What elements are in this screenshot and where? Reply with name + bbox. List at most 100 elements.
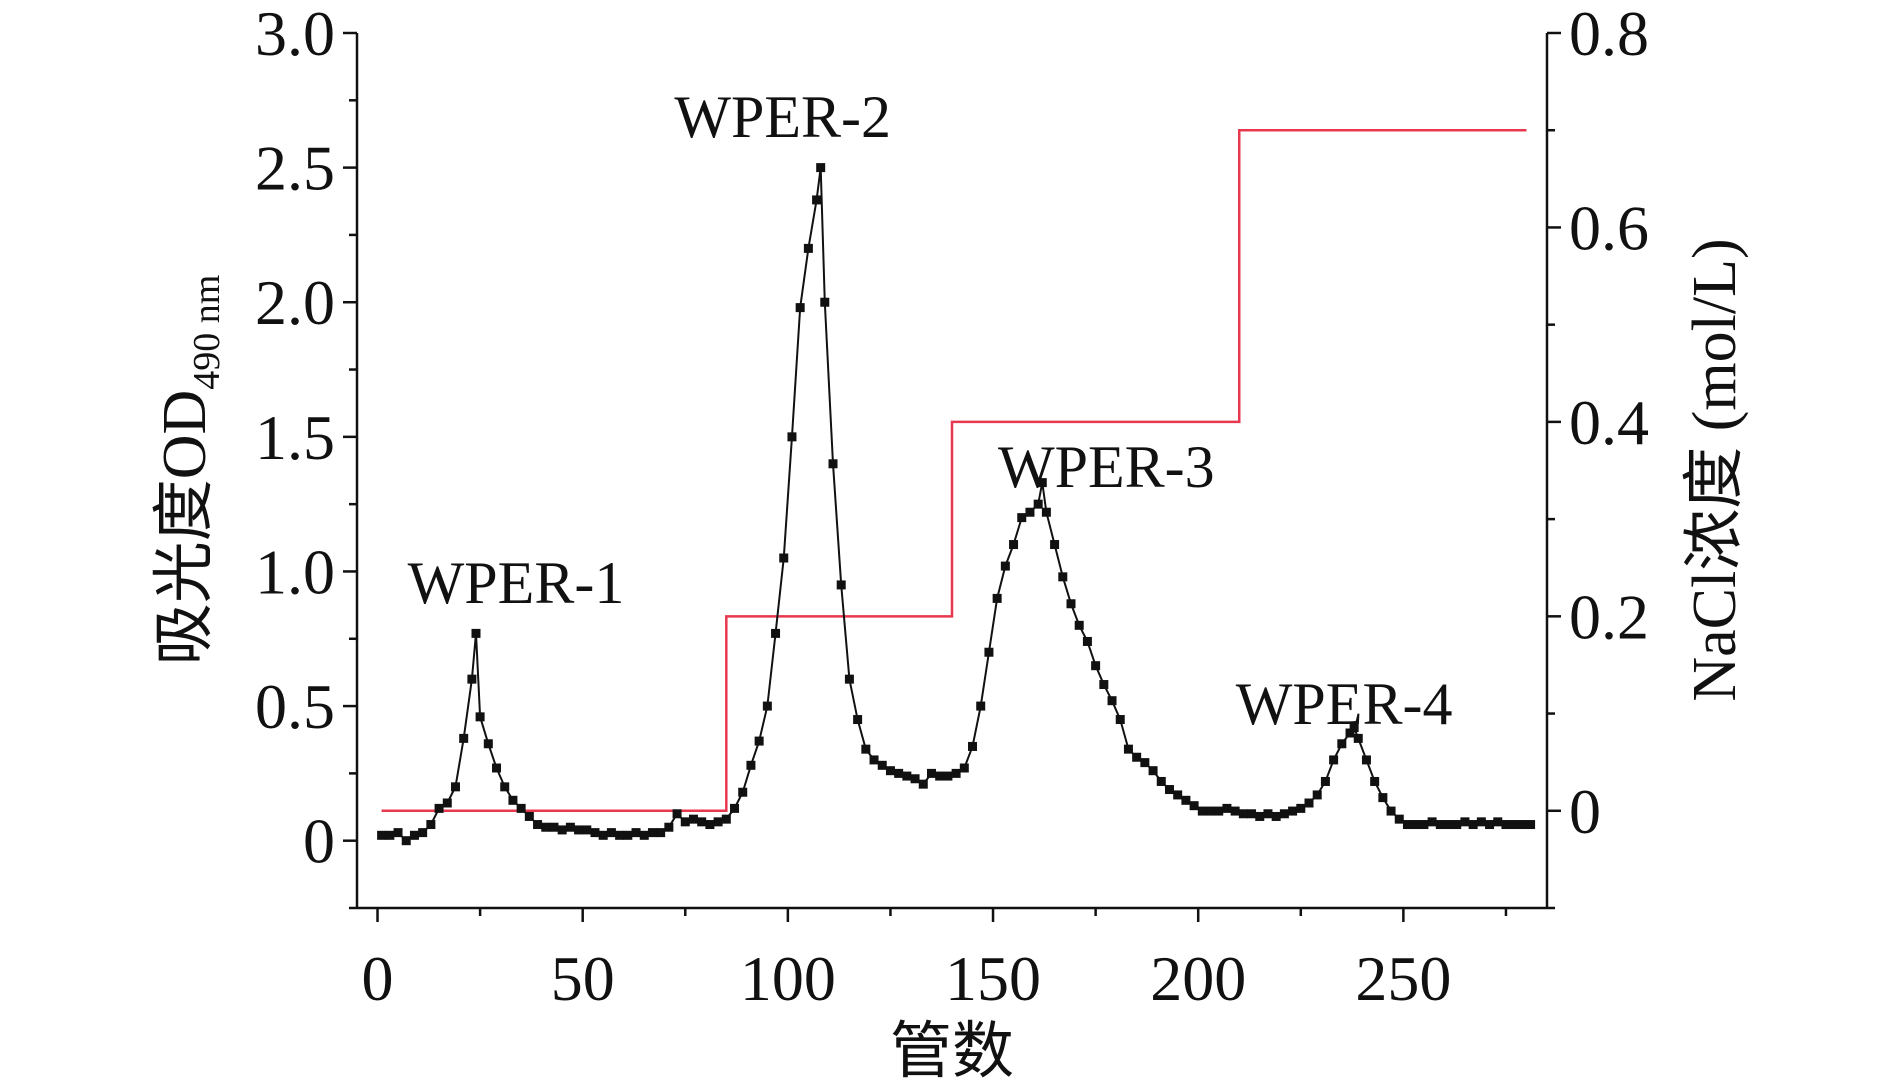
absorbance-point xyxy=(1263,809,1273,819)
absorbance-point xyxy=(705,820,715,830)
absorbance-point xyxy=(1230,806,1240,816)
absorbance-point xyxy=(1296,803,1306,813)
absorbance-point xyxy=(1206,806,1216,816)
absorbance-point xyxy=(426,820,436,830)
absorbance-point xyxy=(471,628,481,638)
annotation-wper-3: WPER-3 xyxy=(998,434,1215,500)
absorbance-point xyxy=(606,828,616,838)
absorbance-point xyxy=(1444,820,1454,830)
absorbance-point xyxy=(1082,636,1092,646)
absorbance-point xyxy=(1173,790,1183,800)
absorbance-point xyxy=(1132,752,1142,762)
absorbance-point xyxy=(1009,540,1019,550)
x-tick-label: 200 xyxy=(1150,943,1246,1014)
absorbance-point xyxy=(647,828,657,838)
y-right-tick-label: 0.6 xyxy=(1569,192,1649,263)
absorbance-point xyxy=(615,830,625,840)
y-axis-left-label: 吸光度OD490 nm xyxy=(151,275,228,666)
absorbance-point xyxy=(459,733,469,743)
absorbance-point xyxy=(1091,661,1101,671)
x-tick-label: 250 xyxy=(1355,943,1451,1014)
absorbance-point xyxy=(1123,744,1133,754)
absorbance-point xyxy=(680,817,690,827)
absorbance-point xyxy=(549,822,559,832)
absorbance-point xyxy=(418,828,428,838)
y-left-tick-label: 2.5 xyxy=(255,133,335,204)
axes: 0 50 100 150 200 250 0 0.5 1.0 1.5 2.0 2.5 3.0 0 0.2 0.… xyxy=(255,0,1649,1014)
absorbance-point xyxy=(697,817,707,827)
absorbance-point xyxy=(393,828,403,838)
annotation-wper-4: WPER-4 xyxy=(1236,671,1453,737)
absorbance-point xyxy=(1394,814,1404,824)
absorbance-point xyxy=(885,766,895,776)
y-right-tick-label: 0 xyxy=(1569,776,1601,847)
y-left-tick-label: 3.0 xyxy=(255,0,335,69)
absorbance-point xyxy=(1238,809,1248,819)
absorbance-point xyxy=(1025,507,1035,517)
annotation-wper-2: WPER-2 xyxy=(674,84,891,150)
absorbance-point xyxy=(828,459,838,469)
absorbance-point xyxy=(1115,715,1125,725)
absorbance-point xyxy=(1140,758,1150,768)
absorbance-point xyxy=(524,811,534,821)
absorbance-point xyxy=(1107,696,1117,706)
absorbance-point xyxy=(385,830,395,840)
absorbance-point xyxy=(787,432,797,442)
absorbance-point xyxy=(1181,795,1191,805)
y-left-tick-label: 0 xyxy=(303,806,335,877)
absorbance-point xyxy=(1189,801,1199,811)
absorbance-point xyxy=(935,771,945,781)
absorbance-point xyxy=(1378,793,1388,803)
absorbance-point xyxy=(565,822,575,832)
absorbance-point xyxy=(959,763,969,773)
absorbance-point xyxy=(1427,817,1437,827)
absorbance-point xyxy=(631,828,641,838)
absorbance-point xyxy=(1312,790,1322,800)
absorbance-point xyxy=(401,836,411,846)
x-axis-label: 管数 xyxy=(890,1018,1014,1086)
absorbance-point xyxy=(1255,811,1265,821)
absorbance-point xyxy=(1337,739,1347,749)
absorbance-point xyxy=(467,674,477,684)
absorbance-point xyxy=(1288,806,1298,816)
absorbance-point xyxy=(918,779,928,789)
absorbance-point xyxy=(500,782,510,792)
absorbance-point xyxy=(623,830,633,840)
absorbance-point xyxy=(533,820,543,830)
absorbance-point xyxy=(475,712,485,722)
absorbance-point xyxy=(853,715,863,725)
absorbance-point xyxy=(1329,755,1339,765)
absorbance-point xyxy=(894,768,904,778)
absorbance-point xyxy=(1386,806,1396,816)
absorbance-point xyxy=(816,163,826,173)
absorbance-point xyxy=(1452,820,1462,830)
absorbance-point xyxy=(1058,572,1068,582)
absorbance-point xyxy=(1050,540,1060,550)
absorbance-point xyxy=(557,825,567,835)
absorbance-point xyxy=(483,739,493,749)
absorbance-point xyxy=(1197,806,1207,816)
absorbance-point xyxy=(844,674,854,684)
absorbance-point xyxy=(1476,817,1486,827)
absorbance-point xyxy=(1304,798,1314,808)
absorbance-point xyxy=(779,553,789,563)
y-right-tick-label: 0.8 xyxy=(1569,0,1649,69)
absorbance-point xyxy=(409,830,419,840)
absorbance-point xyxy=(1164,785,1174,795)
absorbance-point xyxy=(951,768,961,778)
absorbance-point xyxy=(574,825,584,835)
absorbance-point xyxy=(762,701,772,711)
absorbance-point xyxy=(516,803,526,813)
absorbance-point xyxy=(1370,776,1380,786)
x-tick-label: 100 xyxy=(740,943,836,1014)
absorbance-point xyxy=(1460,817,1470,827)
absorbance-point xyxy=(992,593,1002,603)
y-axis-right-label: NaCl浓度 (mol/L) xyxy=(1681,238,1749,701)
absorbance-point xyxy=(1279,809,1289,819)
absorbance-point xyxy=(598,830,608,840)
absorbance-point xyxy=(1320,776,1330,786)
absorbance-point xyxy=(434,803,444,813)
absorbance-point xyxy=(664,822,674,832)
y-left-label-subscript: 490 nm xyxy=(186,275,228,390)
absorbance-point xyxy=(771,628,781,638)
